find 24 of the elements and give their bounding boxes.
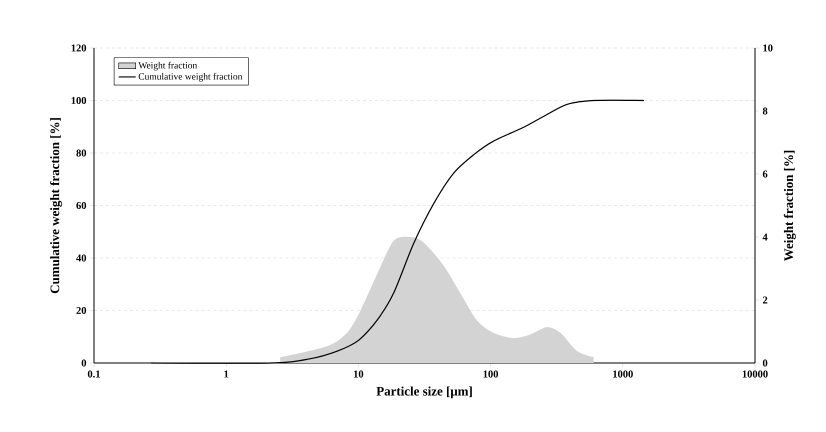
x-tick-label: 100: [484, 370, 498, 378]
y2-axis-title: Weight fraction [%]: [784, 150, 796, 262]
y2-tick-label: 4: [762, 234, 768, 240]
y2-tick-label: 0: [762, 359, 768, 367]
y-tick-label: 20: [76, 306, 86, 314]
y-tick-label: 100: [72, 96, 86, 104]
y-tick-label: 40: [76, 254, 86, 262]
x-tick-label: 1000: [613, 370, 633, 378]
y2-tick-label: 8: [762, 107, 768, 115]
y-tick-label: 0: [82, 359, 86, 367]
x-tick-label: 0.1: [88, 370, 100, 378]
legend-label: Cumulative weight fraction: [138, 72, 242, 82]
y-tick-label: 60: [76, 202, 86, 210]
y-axis-title: Cumulative weight fraction [%]: [50, 118, 62, 294]
x-tick-label: 10000: [742, 370, 768, 378]
x-tick-label: 1: [224, 370, 228, 378]
y-tick-label: 120: [72, 44, 86, 52]
y2-tick-label: 2: [762, 296, 768, 304]
y2-tick-label: 6: [762, 170, 768, 178]
legend-label: Weight fraction: [138, 62, 198, 70]
y-tick-label: 80: [76, 149, 86, 157]
x-tick-label: 10: [354, 370, 364, 378]
y2-tick-label: 10: [763, 44, 773, 52]
x-axis-title: Particle size [μm]: [376, 386, 472, 398]
